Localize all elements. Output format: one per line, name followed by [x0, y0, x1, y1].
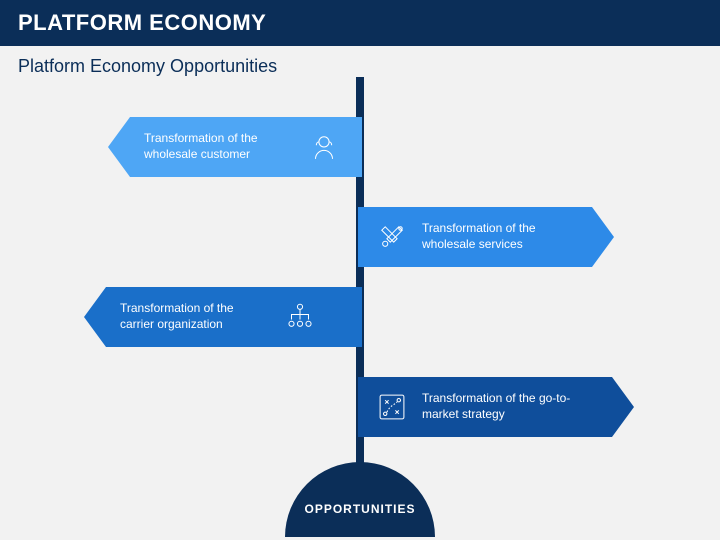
sign-go-to-market: Transformation of the go-to-market strat… [358, 377, 634, 437]
sign-arrow [612, 377, 634, 437]
sign-body: Transformation of the wholesale services [358, 207, 592, 267]
sign-body: Transformation of the carrier organizati… [106, 287, 362, 347]
page-title: PLATFORM ECONOMY [18, 10, 266, 36]
org-icon [280, 297, 320, 337]
sign-text: Transformation of the wholesale services [422, 221, 572, 252]
tools-icon [372, 217, 412, 257]
base-label: OPPORTUNITIES [304, 502, 415, 516]
signpost-base: OPPORTUNITIES [285, 462, 435, 537]
sign-arrow [84, 287, 106, 347]
sign-text: Transformation of the carrier organizati… [120, 301, 270, 332]
strategy-icon [372, 387, 412, 427]
sign-carrier-organization: Transformation of the carrier organizati… [84, 287, 362, 347]
sign-text: Transformation of the go-to-market strat… [422, 391, 572, 422]
signpost-canvas: OPPORTUNITIES Transformation of the whol… [0, 77, 720, 537]
sign-wholesale-services: Transformation of the wholesale services [358, 207, 614, 267]
page-subtitle: Platform Economy Opportunities [0, 46, 720, 77]
sign-body: Transformation of the go-to-market strat… [358, 377, 612, 437]
sign-arrow [108, 117, 130, 177]
person-icon [304, 127, 344, 167]
sign-arrow [592, 207, 614, 267]
sign-text: Transformation of the wholesale customer [144, 131, 294, 162]
sign-body: Transformation of the wholesale customer [130, 117, 362, 177]
sign-wholesale-customer: Transformation of the wholesale customer [108, 117, 362, 177]
title-bar: PLATFORM ECONOMY [0, 0, 720, 46]
